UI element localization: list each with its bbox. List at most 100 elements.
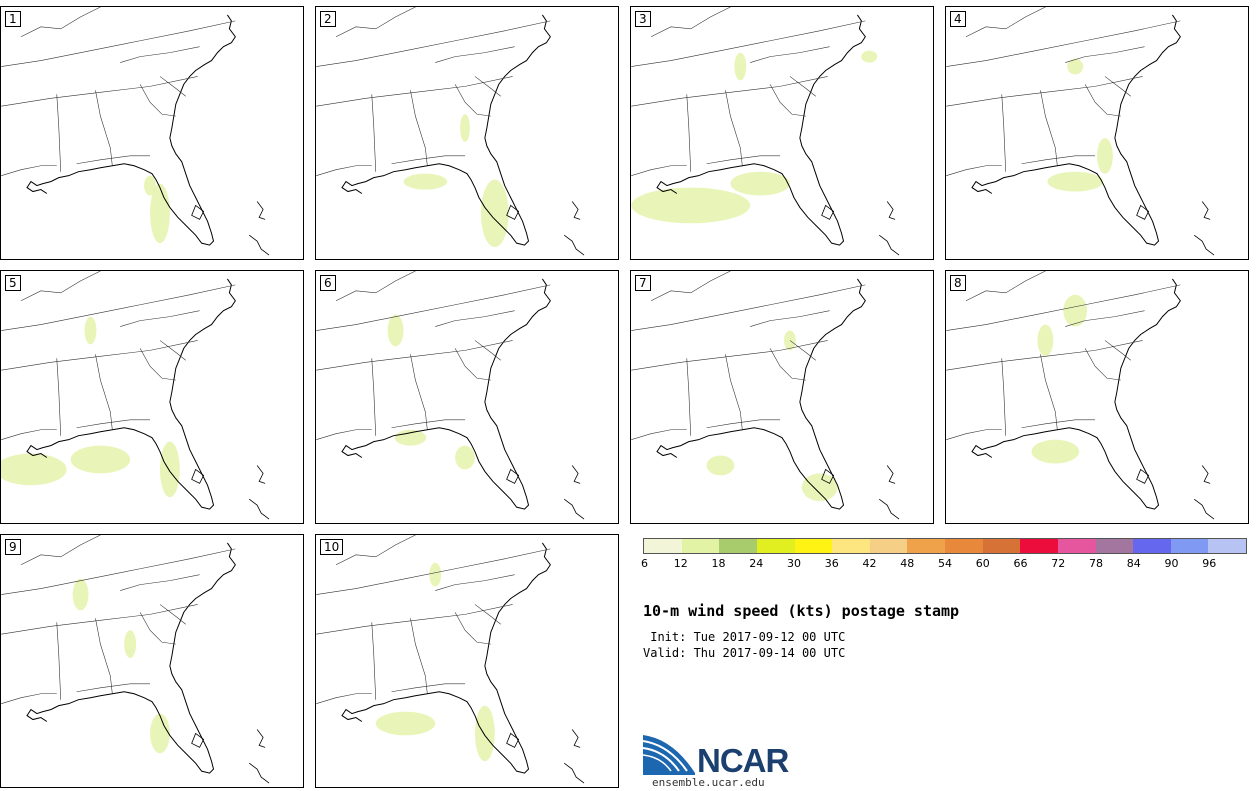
state-border bbox=[1, 284, 236, 331]
state-border bbox=[789, 340, 816, 361]
member-label: 3 bbox=[635, 11, 651, 27]
wind-shading-area bbox=[861, 50, 878, 63]
state-border bbox=[650, 271, 731, 302]
island-outline bbox=[886, 465, 896, 484]
state-border bbox=[316, 20, 551, 67]
state-border bbox=[946, 165, 1002, 176]
coastline bbox=[26, 542, 236, 774]
state-border bbox=[1104, 340, 1131, 361]
island-outline bbox=[571, 465, 581, 484]
colorbar-tick-label: 78 bbox=[1089, 557, 1103, 570]
coastline bbox=[341, 278, 551, 510]
state-border bbox=[335, 535, 416, 566]
wind-shading-area bbox=[387, 314, 404, 347]
state-border bbox=[56, 94, 62, 172]
member-panel-9: 9 bbox=[0, 534, 304, 788]
state-border bbox=[139, 612, 176, 645]
member-label: 4 bbox=[950, 11, 966, 27]
state-border bbox=[391, 683, 466, 693]
state-outline-map bbox=[316, 7, 585, 256]
state-border bbox=[56, 622, 62, 700]
wind-shading-area bbox=[1, 453, 67, 486]
member-panel-7: 7 bbox=[630, 270, 934, 524]
member-panel-10: 10 bbox=[315, 534, 619, 788]
state-border bbox=[95, 90, 113, 166]
state-border bbox=[139, 348, 176, 381]
wind-shading-area bbox=[480, 179, 509, 248]
colorbar-tick-label: 54 bbox=[938, 557, 952, 570]
colorbar-ticks: 6 12 18 24 30 36 42 48 54 60 66 72 78 84 90 96 bbox=[641, 557, 1247, 571]
state-border bbox=[56, 358, 62, 436]
wind-shading-area bbox=[455, 445, 475, 470]
state-border bbox=[1021, 155, 1096, 165]
colorbar-swatch bbox=[794, 539, 833, 553]
state-border bbox=[686, 358, 692, 436]
state-outline-map bbox=[1, 535, 270, 784]
colorbar-swatch bbox=[1208, 539, 1246, 553]
state-border bbox=[1021, 419, 1096, 429]
state-border bbox=[139, 84, 176, 117]
island-outline bbox=[571, 201, 581, 220]
ncar-logo-icon bbox=[643, 735, 695, 775]
wind-shading-area bbox=[394, 429, 427, 446]
colorbar-tick-label: 18 bbox=[711, 557, 726, 570]
wind-shading-area bbox=[801, 473, 838, 502]
state-border bbox=[159, 340, 186, 361]
state-border bbox=[316, 429, 372, 440]
member-panel-6: 6 bbox=[315, 270, 619, 524]
colorbar bbox=[643, 538, 1247, 554]
state-border bbox=[474, 76, 501, 97]
state-border bbox=[946, 20, 1181, 67]
wind-shading-area bbox=[706, 455, 735, 476]
member-label: 7 bbox=[635, 275, 651, 291]
colorbar-swatch bbox=[756, 539, 795, 553]
wind-shading-area bbox=[72, 578, 89, 611]
state-border bbox=[946, 76, 1143, 107]
state-outline-map bbox=[316, 271, 585, 520]
island-outline bbox=[886, 201, 896, 220]
state-border bbox=[20, 535, 101, 566]
island-outline bbox=[1136, 468, 1150, 484]
wind-shading-area bbox=[375, 711, 436, 736]
state-border bbox=[20, 7, 101, 38]
colorbar-tick-label: 72 bbox=[1051, 557, 1066, 570]
state-border bbox=[95, 354, 113, 430]
wind-shading-area bbox=[124, 630, 137, 659]
wind-shading-area bbox=[159, 441, 180, 498]
colorbar-swatch bbox=[869, 539, 908, 553]
colorbar-swatch bbox=[1020, 539, 1058, 553]
wind-shading-area bbox=[70, 445, 131, 474]
member-panel-3: 3 bbox=[630, 6, 934, 260]
valid-time: Valid: Thu 2017-09-14 00 UTC bbox=[643, 646, 846, 660]
island-outline bbox=[506, 468, 520, 484]
state-border bbox=[316, 284, 551, 331]
wind-shading-area bbox=[144, 175, 156, 196]
state-border bbox=[1, 340, 198, 371]
member-label: 9 bbox=[5, 539, 21, 555]
wind-shading-area bbox=[1063, 294, 1088, 327]
state-border bbox=[95, 618, 113, 694]
wind-shading-area bbox=[1047, 171, 1103, 192]
wind-shading-area bbox=[150, 713, 170, 754]
state-border bbox=[1084, 84, 1121, 117]
member-label: 5 bbox=[5, 275, 21, 291]
state-border bbox=[159, 76, 186, 97]
wind-shading-area bbox=[1031, 439, 1080, 464]
island-outline bbox=[191, 204, 205, 220]
wind-shading-area bbox=[631, 187, 751, 224]
colorbar-swatch bbox=[1057, 539, 1096, 553]
state-border bbox=[1065, 46, 1145, 63]
state-border bbox=[789, 76, 816, 97]
state-border bbox=[316, 693, 372, 704]
state-border bbox=[454, 612, 491, 645]
coastline bbox=[26, 14, 236, 246]
state-border bbox=[631, 340, 828, 371]
logo-url: ensemble.ucar.edu bbox=[652, 776, 765, 789]
state-border bbox=[1, 548, 236, 595]
state-border bbox=[76, 155, 151, 165]
state-border bbox=[965, 271, 1046, 302]
state-border bbox=[474, 604, 501, 625]
state-border bbox=[371, 94, 377, 172]
state-border bbox=[76, 419, 151, 429]
colorbar-tick-label: 60 bbox=[975, 557, 990, 570]
